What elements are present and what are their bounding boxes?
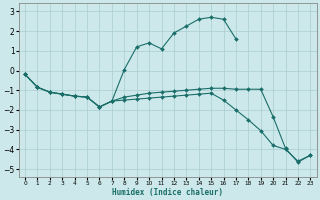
X-axis label: Humidex (Indice chaleur): Humidex (Indice chaleur)	[112, 188, 223, 197]
